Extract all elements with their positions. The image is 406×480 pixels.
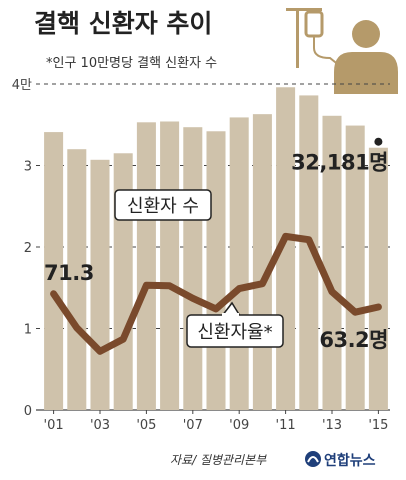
last-bar-value-label: 32,181명 xyxy=(291,151,388,175)
y-axis-ticks: 0 1 2 3 4만 xyxy=(12,78,32,419)
bar-series-callout: 신환자 수 xyxy=(114,189,212,221)
line-series-callout-text: 신환자율* xyxy=(197,322,272,343)
line-series-callout: 신환자율* xyxy=(186,301,284,348)
chart-title: 결핵 신환자 추이 xyxy=(34,9,212,38)
yonhap-logo: 연합뉴스 xyxy=(305,451,376,469)
y-tick-label: 2 xyxy=(24,241,32,256)
bar-2006 xyxy=(160,121,180,411)
bar-2015 xyxy=(368,147,388,410)
bar-2007 xyxy=(183,127,203,410)
bar-2003 xyxy=(90,159,110,410)
iv-bag xyxy=(304,10,324,38)
bar-series-callout-text: 신환자 수 xyxy=(127,196,199,217)
y-tick-label: 3 xyxy=(24,160,32,175)
bar-2014 xyxy=(345,125,365,410)
bar-series xyxy=(44,87,388,411)
y-tick-label: 4만 xyxy=(12,78,32,93)
person-head xyxy=(352,20,380,48)
iv-tube xyxy=(313,36,346,71)
x-tick-label: '13 xyxy=(322,418,342,433)
x-tick-label: '07 xyxy=(183,418,203,433)
x-tick-label: '05 xyxy=(136,418,156,433)
bar-2001 xyxy=(44,132,64,410)
rate-line xyxy=(50,232,382,355)
bar-2008 xyxy=(206,131,226,410)
first-rate-value-label: 71.3 xyxy=(44,261,94,285)
x-tick-label: '11 xyxy=(276,418,296,433)
bar-series-callout-box xyxy=(114,189,212,221)
bar-2012 xyxy=(299,95,319,410)
y-tick-label: 0 xyxy=(24,404,32,419)
iv-patient-icon xyxy=(286,8,398,94)
source-note: 자료/ 질병관리본부 xyxy=(170,453,267,467)
x-tick-label: '01 xyxy=(44,418,64,433)
person-body xyxy=(334,52,398,94)
x-tick-label: '03 xyxy=(90,418,110,433)
iv-hook xyxy=(286,8,322,11)
iv-pole xyxy=(296,8,299,68)
yonhap-logo-icon xyxy=(305,451,321,467)
y-tick-label: 1 xyxy=(24,323,32,338)
last-bar-marker xyxy=(374,137,383,146)
bar-2013 xyxy=(322,115,342,410)
x-tick-label: '09 xyxy=(229,418,249,433)
bar-2002 xyxy=(67,149,87,410)
yonhap-logo-text: 연합뉴스 xyxy=(324,452,376,469)
bar-2005 xyxy=(136,122,156,411)
x-tick-label: '15 xyxy=(368,418,388,433)
bar-2010 xyxy=(252,114,272,410)
chart-subtitle: *인구 10만명당 결핵 신환자 수 xyxy=(46,56,217,71)
last-rate-value-label: 63.2명 xyxy=(319,328,388,352)
bar-2009 xyxy=(229,117,249,410)
x-axis-ticks: '01 '03 '05 '07 '09 '11 '13 '15 xyxy=(44,410,388,433)
